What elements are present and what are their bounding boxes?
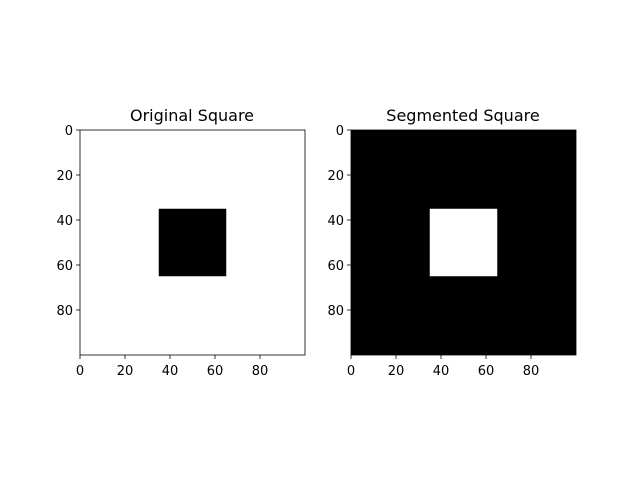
x-tick-label: 0	[347, 364, 355, 379]
x-tick-label: 40	[433, 364, 450, 379]
title-original-square: Original Square	[130, 106, 254, 125]
axes-frame	[350, 129, 577, 356]
square-region	[158, 208, 227, 277]
x-tick-label: 40	[162, 364, 179, 379]
y-tick-label: 80	[327, 304, 344, 319]
y-tick-label: 40	[327, 214, 344, 229]
x-tick-label: 80	[523, 364, 540, 379]
title-segmented-square: Segmented Square	[386, 106, 539, 125]
y-tick-label: 40	[56, 214, 73, 229]
x-tick-label: 20	[388, 364, 405, 379]
y-tick-label: 20	[327, 169, 344, 184]
x-tick-label: 60	[207, 364, 224, 379]
x-tick-label: 80	[252, 364, 269, 379]
axes-frame	[79, 129, 306, 356]
y-tick-label: 0	[336, 124, 344, 139]
y-tick-label: 80	[56, 304, 73, 319]
x-tick-label: 60	[478, 364, 495, 379]
panel-segmented-square: Segmented Square 0 20 40 60 80 0 20 40 60 80	[327, 106, 577, 379]
square-region	[429, 208, 498, 277]
x-tick-label: 20	[117, 364, 134, 379]
x-tick-label: 0	[76, 364, 84, 379]
y-tick-label: 20	[56, 169, 73, 184]
y-tick-label: 0	[65, 124, 73, 139]
y-tick-label: 60	[327, 259, 344, 274]
panel-original-square: Original Square 0 20 40 60 80 0 20 40 60 80	[56, 106, 306, 379]
y-tick-label: 60	[56, 259, 73, 274]
